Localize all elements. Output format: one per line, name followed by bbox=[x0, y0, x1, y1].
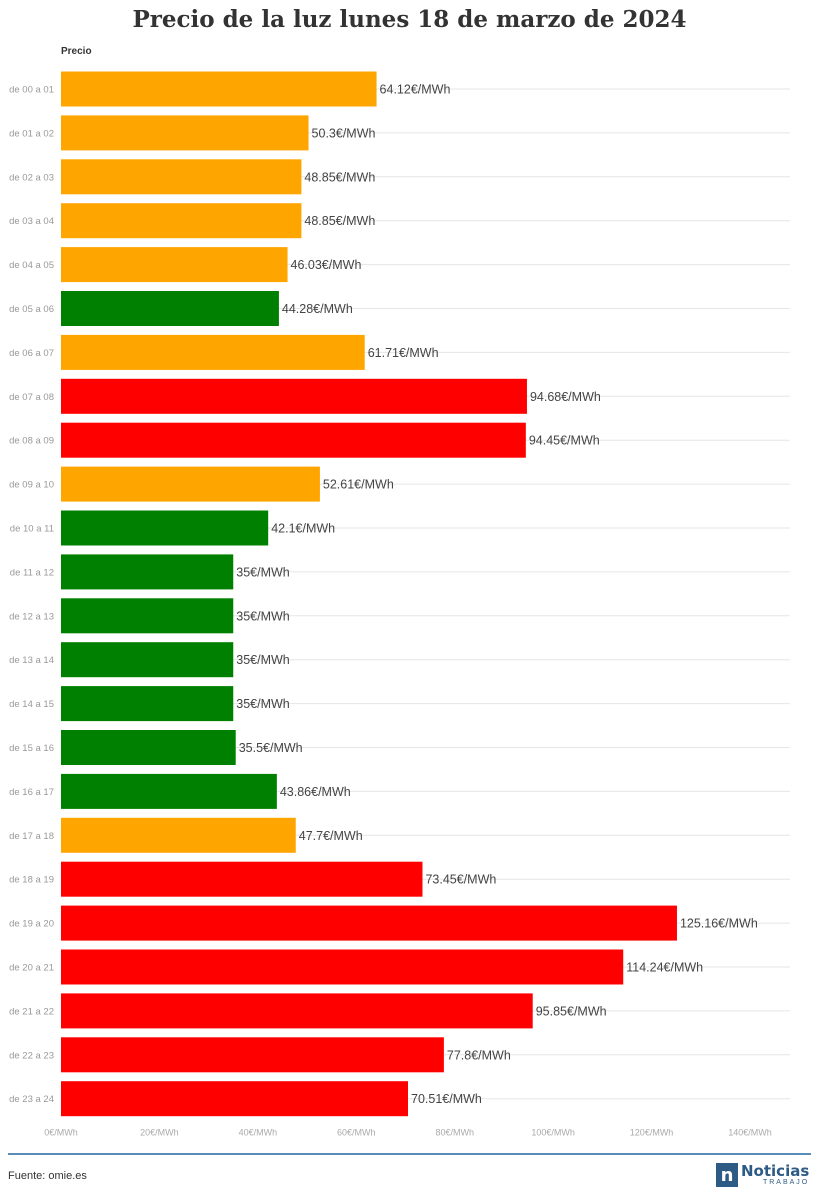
x-tick-label: 120€/MWh bbox=[630, 1128, 674, 1138]
category-label: de 08 a 09 bbox=[9, 436, 54, 447]
category-label: de 13 a 14 bbox=[9, 655, 54, 666]
data-label: 95.85€/MWh bbox=[536, 1004, 607, 1018]
category-label: de 16 a 17 bbox=[9, 787, 54, 798]
data-label: 35€/MWh bbox=[236, 697, 290, 711]
data-label: 44.28€/MWh bbox=[282, 302, 353, 316]
data-label: 52.61€/MWh bbox=[323, 478, 394, 492]
data-label: 43.86€/MWh bbox=[280, 785, 351, 799]
x-tick-label: 100€/MWh bbox=[531, 1128, 575, 1138]
data-label: 35€/MWh bbox=[236, 565, 290, 579]
logo-sub-text: TRABAJO bbox=[762, 1179, 810, 1186]
bar bbox=[61, 247, 288, 283]
data-label: 77.8€/MWh bbox=[447, 1048, 511, 1062]
category-label: de 05 a 06 bbox=[9, 304, 54, 315]
data-label: 64.12€/MWh bbox=[380, 83, 451, 97]
category-label: de 17 a 18 bbox=[9, 831, 54, 842]
bar bbox=[61, 510, 269, 546]
bar bbox=[61, 334, 365, 370]
logo-main-text: Noticias bbox=[741, 1162, 810, 1180]
category-label: de 18 a 19 bbox=[9, 875, 54, 886]
data-label: 61.71€/MWh bbox=[368, 346, 439, 360]
x-tick-label: 20€/MWh bbox=[140, 1128, 179, 1138]
source-note: Fuente: omie.es bbox=[8, 1170, 87, 1182]
data-label: 48.85€/MWh bbox=[304, 170, 375, 184]
series-label: Precio bbox=[61, 46, 92, 57]
footer-divider bbox=[8, 1153, 811, 1155]
category-label: de 20 a 21 bbox=[9, 963, 54, 974]
bar bbox=[61, 642, 234, 678]
bar bbox=[61, 686, 234, 722]
x-tick-label: 140€/MWh bbox=[728, 1128, 772, 1138]
data-label: 47.7€/MWh bbox=[299, 829, 363, 843]
data-label: 42.1€/MWh bbox=[271, 522, 335, 536]
category-label: de 23 a 24 bbox=[9, 1094, 54, 1105]
data-label: 50.3€/MWh bbox=[312, 126, 376, 140]
category-label: de 15 a 16 bbox=[9, 743, 54, 754]
category-label: de 12 a 13 bbox=[9, 611, 54, 622]
chart-title: Precio de la luz lunes 18 de marzo de 20… bbox=[132, 6, 687, 33]
noticias-trabajo-logo: n Noticias TRABAJO bbox=[716, 1162, 809, 1188]
category-label: de 09 a 10 bbox=[9, 480, 54, 491]
bar bbox=[61, 949, 624, 985]
data-label: 94.68€/MWh bbox=[530, 390, 601, 404]
data-label: 94.45€/MWh bbox=[529, 434, 600, 448]
category-label: de 02 a 03 bbox=[9, 172, 54, 183]
logo-mark-icon: n bbox=[716, 1163, 738, 1187]
bar bbox=[61, 378, 527, 414]
data-label: 35.5€/MWh bbox=[239, 741, 303, 755]
data-label: 48.85€/MWh bbox=[304, 214, 375, 228]
bar bbox=[61, 861, 423, 897]
x-tick-label: 80€/MWh bbox=[435, 1128, 474, 1138]
bar bbox=[61, 203, 302, 239]
data-label: 46.03€/MWh bbox=[291, 258, 362, 272]
x-tick-label: 60€/MWh bbox=[337, 1128, 376, 1138]
bar bbox=[61, 905, 677, 941]
bar bbox=[61, 466, 320, 502]
x-tick-label: 40€/MWh bbox=[239, 1128, 278, 1138]
category-label: de 06 a 07 bbox=[9, 348, 54, 359]
category-label: de 19 a 20 bbox=[9, 919, 54, 930]
data-label: 35€/MWh bbox=[236, 609, 290, 623]
category-label: de 11 a 12 bbox=[10, 567, 54, 578]
category-label: de 04 a 05 bbox=[9, 260, 54, 271]
category-label: de 03 a 04 bbox=[9, 216, 54, 227]
category-label: de 07 a 08 bbox=[9, 392, 54, 403]
bar bbox=[61, 1081, 409, 1117]
category-label: de 21 a 22 bbox=[9, 1006, 54, 1017]
bar bbox=[61, 71, 377, 107]
category-label: de 10 a 11 bbox=[10, 524, 54, 535]
bar bbox=[61, 115, 309, 151]
category-label: de 14 a 15 bbox=[9, 699, 54, 710]
bar bbox=[61, 159, 302, 195]
bar bbox=[61, 554, 234, 590]
bar bbox=[61, 730, 236, 765]
bar-chart: de 00 a 01 64.12€/MWh de 01 a 02 50.3€/MWh d… bbox=[9, 71, 790, 1138]
category-label: de 00 a 01 bbox=[9, 85, 54, 96]
bar bbox=[61, 291, 279, 326]
data-label: 125.16€/MWh bbox=[680, 917, 758, 931]
bar bbox=[61, 1037, 444, 1073]
bar bbox=[61, 773, 277, 809]
bar bbox=[61, 817, 296, 853]
bar bbox=[61, 598, 234, 634]
data-label: 35€/MWh bbox=[236, 653, 290, 667]
category-label: de 01 a 02 bbox=[9, 128, 54, 139]
data-label: 114.24€/MWh bbox=[626, 961, 703, 975]
bar bbox=[61, 422, 526, 458]
bar bbox=[61, 993, 533, 1029]
data-label: 70.51€/MWh bbox=[411, 1092, 482, 1106]
data-label: 73.45€/MWh bbox=[425, 873, 496, 887]
category-label: de 22 a 23 bbox=[9, 1050, 54, 1061]
x-tick-label: 0€/MWh bbox=[44, 1128, 78, 1138]
